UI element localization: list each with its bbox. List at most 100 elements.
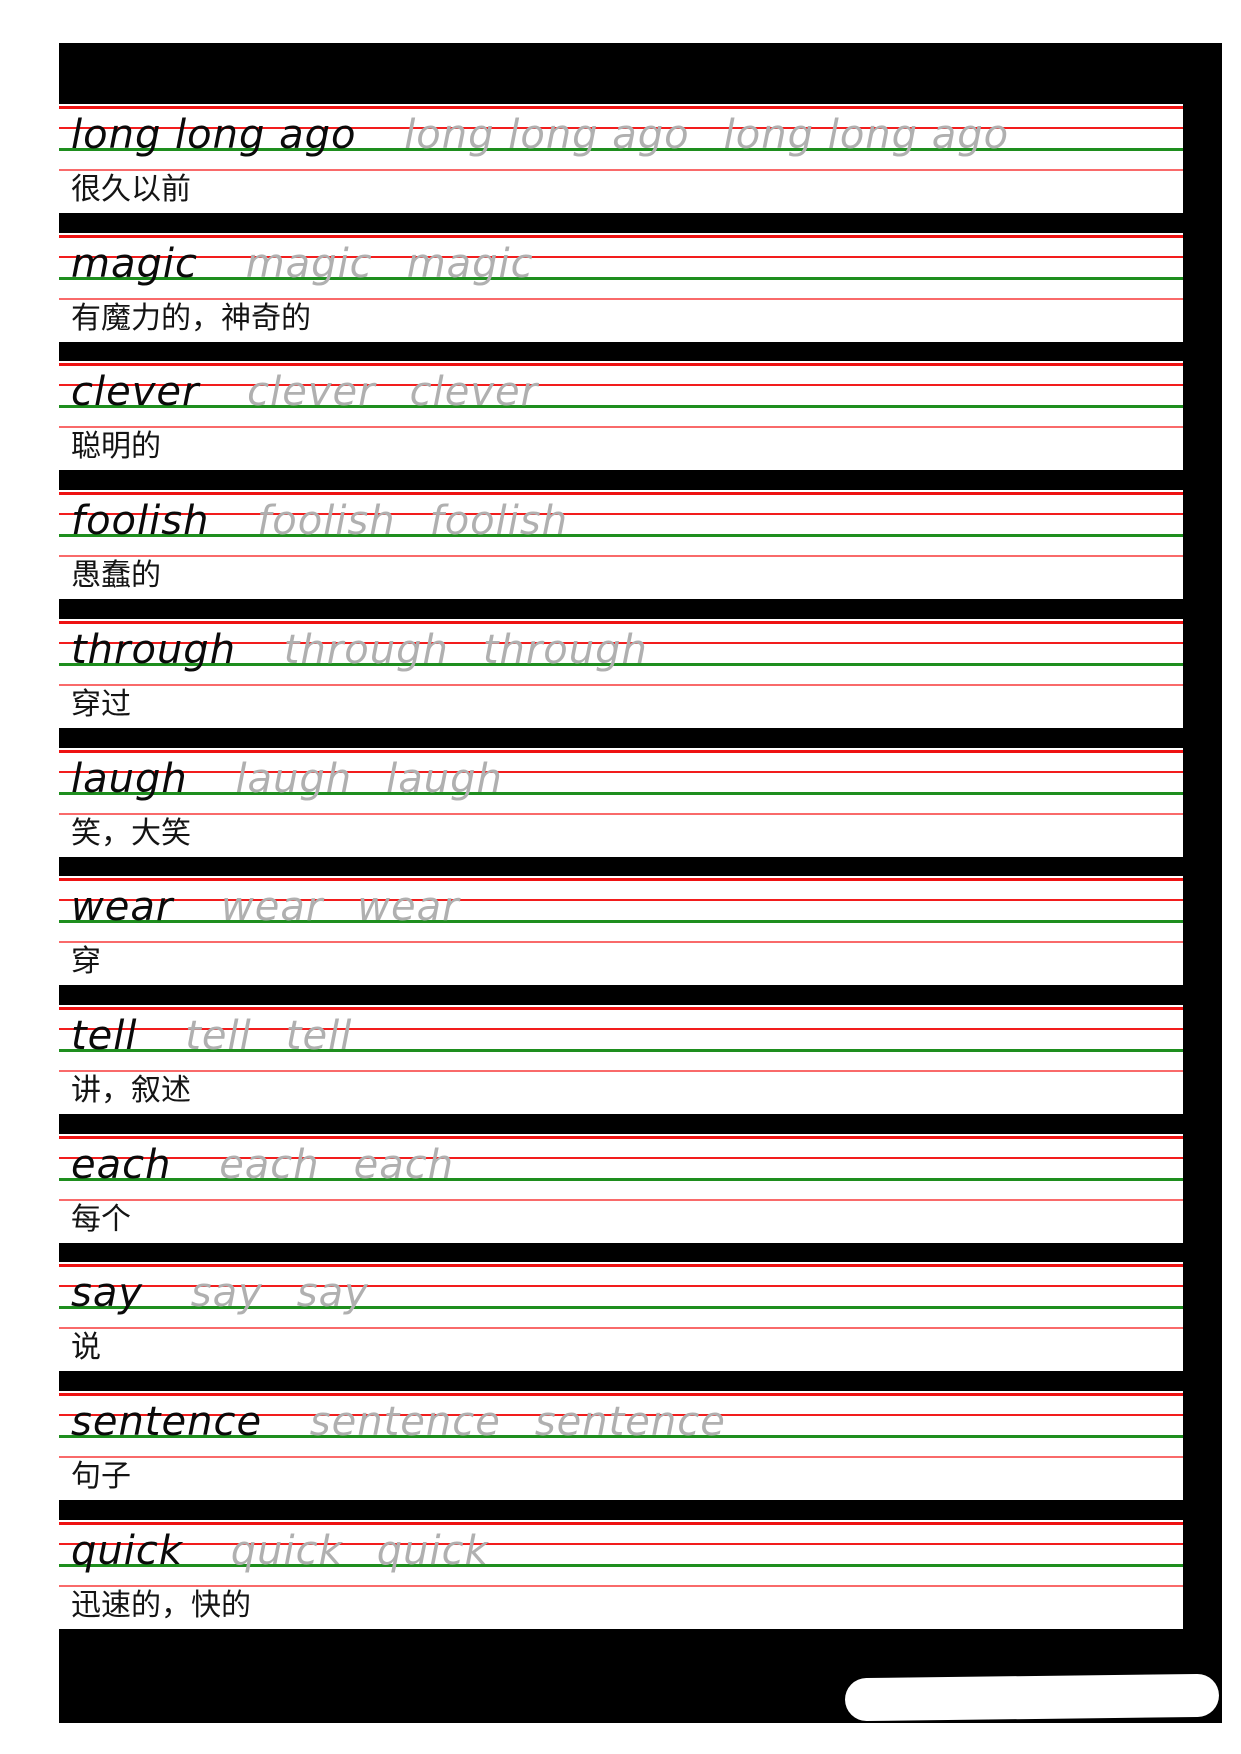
trace-word: wear [221, 884, 324, 931]
trace-word: magic [406, 240, 534, 287]
word-row: through through through 穿过 [59, 618, 1183, 728]
practice-word: magic [71, 240, 198, 287]
guide-line-bottom-red [59, 1069, 1183, 1072]
translation-text: 很久以前 [71, 172, 191, 207]
guide-line-bottom-red [59, 297, 1183, 300]
translation-text: 每个 [71, 1201, 131, 1237]
guide-line-baseline-green [59, 791, 1183, 795]
practice-sheet: long long ago long long ago long long ago… [59, 43, 1222, 1723]
guide-line-baseline-green [59, 405, 1183, 409]
word-line: foolish foolish foolish [71, 490, 568, 552]
guide-line-bottom-red [59, 812, 1183, 815]
guide-line-top-red [59, 1393, 1183, 1397]
practice-word: say [71, 1270, 144, 1317]
trace-word: say [296, 1270, 369, 1317]
trace-word: each [219, 1141, 320, 1188]
guide-line-bottom-red [59, 1456, 1183, 1459]
whiteout-mark [844, 1673, 1220, 1722]
guide-line-baseline-green [59, 1306, 1183, 1310]
translation-text: 笑，大笑 [71, 815, 191, 851]
translation-text: 迅速的，快的 [71, 1587, 251, 1623]
guide-line-top-red [59, 620, 1183, 624]
trace-word: wear [357, 884, 460, 931]
word-line: magic magic magic [71, 233, 534, 295]
trace-word: tell [185, 1012, 252, 1059]
guide-line-baseline-green [59, 1563, 1183, 1567]
translation-text: 愚蠢的 [71, 558, 161, 594]
guide-line-bottom-red [59, 1327, 1183, 1330]
trace-word: long long ago [723, 112, 1010, 158]
guide-line-bottom-red [59, 683, 1183, 686]
trace-word: foolish [429, 498, 569, 545]
guide-line-bottom-red [59, 941, 1183, 944]
word-line: wear wear wear [71, 876, 460, 938]
word-line: quick quick quick [71, 1520, 489, 1582]
guide-line-baseline-green [59, 534, 1183, 538]
guide-line-bottom-red [59, 1198, 1183, 1201]
guide-line-top-red [59, 106, 1183, 109]
guide-line-xheight-red [59, 770, 1183, 773]
practice-word: long long ago [71, 112, 357, 158]
guide-line-baseline-green [59, 920, 1183, 924]
practice-word: through [71, 626, 237, 673]
word-row: sentence sentence sentence 句子 [59, 1391, 1183, 1501]
practice-word: wear [71, 884, 174, 931]
word-row: magic magic magic 有魔力的，神奇的 [59, 232, 1183, 342]
trace-word: quick [376, 1527, 489, 1574]
translation-text: 穿 [71, 944, 101, 980]
trace-word: clever [409, 369, 539, 416]
trace-word: through [283, 626, 449, 673]
word-line: each each each [71, 1134, 454, 1196]
trace-word: each [353, 1141, 455, 1188]
guide-line-bottom-red [59, 555, 1183, 558]
word-row: say say say 说 [59, 1262, 1183, 1372]
guide-line-top-red [59, 1006, 1183, 1010]
trace-word: through [482, 626, 648, 673]
guide-line-baseline-green [59, 1177, 1183, 1181]
word-line: clever clever clever [71, 361, 538, 423]
guide-line-xheight-red [59, 899, 1183, 902]
guide-line-top-red [59, 234, 1183, 238]
guide-line-baseline-green [59, 148, 1183, 151]
practice-word: laugh [71, 755, 188, 802]
practice-word: tell [71, 1012, 138, 1059]
trace-word: laugh [386, 755, 503, 802]
guide-line-baseline-green [59, 1048, 1183, 1052]
trace-word: tell [285, 1012, 353, 1059]
translation-text: 句子 [71, 1459, 131, 1495]
trace-word: long long ago [404, 112, 690, 158]
word-row: long long ago long long ago long long ago… [59, 104, 1183, 213]
guide-line-baseline-green [59, 1435, 1183, 1439]
guide-line-top-red [59, 1521, 1183, 1525]
word-row: wear wear wear 穿 [59, 876, 1183, 986]
word-row: each each each 每个 [59, 1133, 1183, 1243]
word-line: through through through [71, 619, 648, 681]
translation-text: 有魔力的，神奇的 [71, 300, 311, 336]
translation-text: 穿过 [71, 686, 131, 722]
practice-word: foolish [71, 498, 210, 545]
word-row: quick quick quick 迅速的，快的 [59, 1519, 1183, 1629]
guide-line-xheight-red [59, 1414, 1183, 1417]
trace-word: sentence [309, 1399, 501, 1446]
word-row: clever clever clever 聪明的 [59, 361, 1183, 471]
practice-word: each [71, 1141, 172, 1188]
translation-text: 聪明的 [71, 429, 161, 465]
guide-line-xheight-red [59, 1027, 1183, 1030]
practice-word: quick [71, 1527, 184, 1574]
guide-line-xheight-red [59, 255, 1183, 258]
practice-word: sentence [71, 1399, 263, 1446]
guide-line-xheight-red [59, 1156, 1183, 1159]
guide-line-top-red [59, 1135, 1183, 1139]
trace-word: say [190, 1270, 263, 1317]
word-row: laugh laugh laugh 笑，大笑 [59, 747, 1183, 857]
trace-word: laugh [235, 755, 353, 802]
word-line: tell tell tell [71, 1005, 352, 1067]
trace-word: magic [245, 240, 373, 287]
guide-line-xheight-red [59, 384, 1183, 387]
guide-line-top-red [59, 749, 1183, 753]
trace-word: sentence [534, 1399, 726, 1446]
word-line: sentence sentence sentence [71, 1391, 726, 1453]
word-line: laugh laugh laugh [71, 748, 503, 810]
word-line: say say say [71, 1262, 369, 1324]
translation-text: 讲，叙述 [71, 1072, 191, 1108]
